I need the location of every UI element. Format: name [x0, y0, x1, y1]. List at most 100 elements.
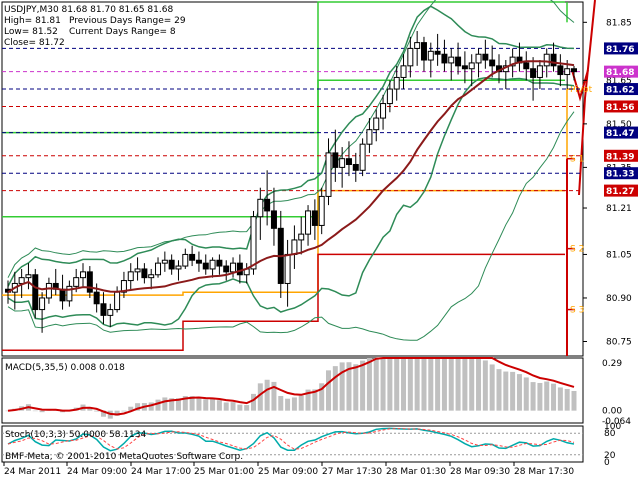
macd-histogram-bar	[407, 358, 413, 411]
macd-histogram-bar	[291, 397, 297, 411]
macd-histogram-bar	[189, 396, 195, 411]
trend-arrow-line	[578, 0, 596, 196]
candle-body	[148, 274, 155, 279]
candle-body	[182, 253, 189, 267]
header-curr-range: Current Days Range= 8	[69, 27, 176, 37]
macd-histogram-bar	[305, 389, 311, 411]
macd-histogram-bar	[32, 410, 38, 412]
macd-histogram-bar	[564, 388, 570, 411]
macd-histogram-bar	[100, 410, 106, 417]
level-label-box	[604, 42, 638, 55]
candle-body	[530, 68, 537, 78]
candle-body	[284, 253, 291, 284]
candle-body	[400, 65, 407, 78]
macd-histogram-bar	[169, 398, 175, 411]
macd-signal-line	[7, 357, 575, 416]
macd-histogram-bar	[544, 381, 550, 411]
stoch-tick-label: 100	[604, 422, 621, 432]
macd-histogram-bar	[537, 382, 543, 411]
candle-body	[209, 259, 216, 270]
candle-body	[475, 53, 482, 64]
macd-histogram-bar	[271, 381, 277, 411]
level-label-box	[604, 83, 638, 96]
candle-body	[352, 163, 359, 171]
stoch-main-line	[7, 427, 575, 452]
macd-histogram-bar	[230, 402, 236, 411]
macd-histogram-bar	[469, 358, 475, 411]
macd-histogram-bar	[196, 397, 202, 411]
time-tick-label: 28 Mar 01:30	[386, 467, 446, 477]
candle-body	[66, 285, 73, 302]
level-label-box	[604, 149, 638, 162]
candle-body	[134, 268, 141, 273]
candle-body	[407, 47, 414, 67]
macd-histogram-bar	[496, 369, 502, 411]
candle-body	[73, 277, 80, 287]
candle-body	[455, 56, 462, 67]
macd-histogram-bar	[455, 358, 461, 411]
macd-title: MACD(5,35,5) 0.008 0.018	[5, 363, 125, 373]
stoch-tick-label: 80	[604, 429, 616, 439]
candle-body	[523, 62, 530, 70]
candle-body	[386, 88, 393, 105]
stoch-tick-label: 20	[604, 451, 616, 461]
macd-histogram-bar	[210, 398, 216, 411]
candle-body	[332, 152, 339, 168]
candle-body	[45, 282, 52, 299]
candle-body	[189, 253, 196, 261]
candle-body	[325, 152, 332, 197]
candle-body	[441, 53, 448, 64]
macd-histogram-bar	[135, 403, 141, 411]
level-label-box	[604, 184, 638, 197]
candle-body	[318, 195, 325, 226]
candle-body	[168, 259, 175, 270]
candle-body	[155, 262, 162, 276]
level-label-text: 81.39	[606, 152, 634, 162]
candle-body	[434, 50, 441, 55]
macd-histogram-bar	[216, 400, 222, 411]
macd-histogram-bar	[373, 358, 379, 411]
macd-histogram-bar	[476, 358, 482, 411]
pivot-label: S 2	[570, 245, 584, 255]
macd-histogram-bar	[516, 374, 522, 411]
macd-histogram-bar	[94, 410, 100, 412]
candle-body	[39, 297, 46, 311]
bollinger-outer-lower	[7, 111, 575, 341]
candle-body	[427, 50, 434, 61]
price-tick-label: 80.75	[606, 337, 632, 347]
candle-body	[93, 291, 100, 305]
candle-body	[270, 210, 277, 229]
price-pane	[1, 1, 584, 357]
candle-body	[291, 239, 298, 255]
level-label-text: 81.47	[606, 129, 634, 139]
macd-histogram-bar	[148, 402, 154, 411]
macd-tick-label: 0.29	[602, 359, 622, 369]
candle-body	[86, 271, 93, 293]
macd-histogram-bar	[285, 398, 291, 411]
price-tick-label: 81.50	[606, 120, 632, 130]
header-prev-range: Previous Days Range= 29	[69, 16, 186, 26]
time-tick-label: 24 Mar 2011	[4, 467, 61, 477]
candle-body	[414, 42, 421, 49]
candle-body	[264, 198, 271, 212]
macd-histogram-bar	[530, 382, 536, 411]
level-label-text: 81.68	[606, 68, 634, 78]
candle-body	[543, 53, 550, 67]
candle-body	[550, 53, 557, 67]
candle-body	[509, 56, 516, 67]
macd-histogram-bar	[114, 410, 120, 416]
level-label-text: 81.76	[606, 45, 634, 55]
level-label-box	[604, 167, 638, 180]
macd-histogram-bar	[441, 358, 447, 411]
stoch-tick-label: 0	[604, 458, 610, 468]
candle-body	[216, 259, 223, 267]
candle-body	[127, 271, 134, 282]
candle-body	[482, 53, 489, 61]
candle-body	[59, 288, 66, 302]
candle-body	[18, 277, 25, 284]
level-label-text: 81.56	[606, 103, 634, 113]
macd-histogram-bar	[250, 393, 256, 411]
candle-body	[32, 274, 39, 311]
candle-body	[339, 158, 346, 168]
